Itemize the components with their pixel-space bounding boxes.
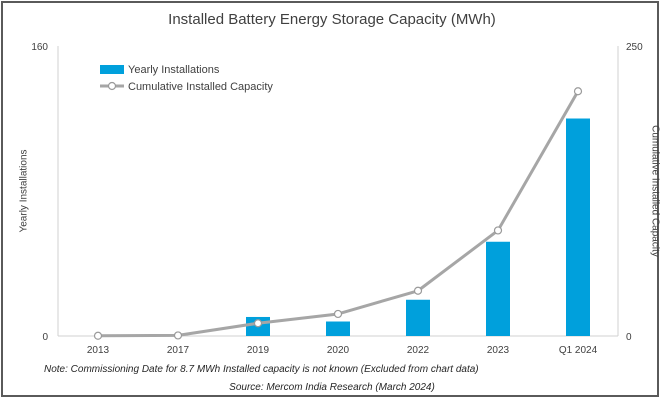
cumulative-point-2023 xyxy=(493,226,503,235)
x-tick-label: 2019 xyxy=(247,345,270,356)
cumulative-point-2017 xyxy=(173,331,183,340)
bar-2022 xyxy=(406,299,430,336)
y-axis-right-label: Cumulative Installed Capacity xyxy=(649,125,661,257)
y-right-tick-label: 250 xyxy=(626,42,643,53)
x-tick-label: 2022 xyxy=(407,345,430,356)
y-left-tick-label: 0 xyxy=(42,332,48,343)
legend-line-marker xyxy=(107,81,117,91)
y-left-tick-label: 160 xyxy=(31,42,48,53)
x-tick-label: 2017 xyxy=(167,345,190,356)
chart-title: Installed Battery Energy Storage Capacit… xyxy=(168,11,496,28)
y-axis-left-label: Yearly Installations xyxy=(18,149,30,233)
bar-q1-2024 xyxy=(566,118,590,336)
cumulative-point-2020 xyxy=(333,309,343,319)
y-right-tick-label: 0 xyxy=(626,332,632,343)
cumulative-point-2022 xyxy=(413,286,423,295)
x-tick-label: 2023 xyxy=(487,345,510,356)
legend-line-label: Cumulative Installed Capacity xyxy=(128,81,273,93)
chart-note: Note: Commissioning Date for 8.7 MWh Ins… xyxy=(44,364,479,375)
bar-2023 xyxy=(486,241,510,336)
legend-bar-swatch xyxy=(100,65,124,74)
chart-source: Source: Mercom India Research (March 202… xyxy=(229,382,435,393)
legend-bar-label: Yearly Installations xyxy=(128,64,220,76)
cumulative-point-q1-2024 xyxy=(573,87,583,96)
x-tick-label: Q1 2024 xyxy=(559,345,598,356)
cumulative-point-2019 xyxy=(253,319,263,328)
bar-2020 xyxy=(326,321,350,336)
cumulative-point-2013 xyxy=(93,331,103,340)
x-tick-label: 2013 xyxy=(87,345,110,356)
x-tick-label: 2020 xyxy=(327,345,350,356)
